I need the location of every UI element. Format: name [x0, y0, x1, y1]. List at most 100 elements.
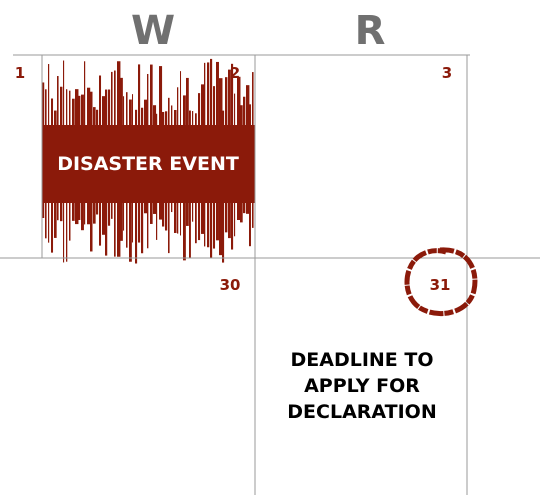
texture-bar: [156, 114, 157, 126]
texture-bar: [222, 202, 224, 263]
texture-bar: [168, 202, 170, 253]
texture-bar: [177, 202, 178, 234]
texture-bar: [57, 202, 59, 220]
texture-bar: [213, 86, 215, 126]
texture-bar: [216, 62, 219, 126]
texture-bar: [75, 89, 78, 126]
texture-bar: [132, 94, 133, 126]
texture-bar: [99, 76, 101, 126]
texture-bar: [249, 202, 251, 246]
texture-bar: [111, 202, 113, 219]
deadline-label: DEADLINE TO: [290, 349, 433, 371]
texture-bar: [72, 202, 75, 221]
texture-bar: [183, 202, 186, 260]
texture-bar: [174, 110, 177, 126]
texture-bar: [243, 202, 245, 213]
texture-bar: [138, 202, 140, 243]
texture-bar: [177, 87, 178, 126]
texture-bar: [225, 77, 227, 126]
event-label: DISASTER EVENT: [57, 153, 239, 175]
texture-bar: [213, 202, 215, 249]
texture-bar: [150, 202, 153, 224]
texture-bar: [225, 202, 227, 232]
texture-bar: [138, 64, 140, 126]
texture-bar: [93, 202, 96, 224]
texture-bar: [144, 100, 147, 126]
texture-bar: [129, 202, 132, 262]
texture-bar: [165, 111, 167, 126]
texture-bar: [141, 108, 143, 126]
texture-bar: [210, 59, 212, 126]
texture-bar: [174, 202, 177, 233]
texture-bar: [135, 202, 137, 264]
texture-bar: [78, 96, 80, 126]
texture-bar: [207, 202, 209, 247]
texture-bar: [114, 71, 116, 126]
texture-bar: [120, 202, 123, 241]
texture-bar: [147, 202, 148, 248]
texture-bar: [168, 98, 170, 126]
texture-bar: [99, 202, 101, 246]
texture-bar: [69, 91, 70, 126]
day-number: 3: [442, 64, 452, 82]
texture-bar: [186, 78, 189, 126]
texture-bar: [246, 202, 249, 214]
texture-bar: [78, 202, 80, 220]
texture-bar: [153, 202, 156, 214]
texture-bar: [51, 99, 53, 126]
texture-bar: [195, 202, 197, 243]
texture-bar: [126, 202, 128, 248]
texture-bar: [180, 202, 181, 235]
texture-bar: [153, 105, 156, 126]
texture-bar: [96, 110, 98, 126]
texture-bar: [117, 202, 120, 257]
texture-bar: [117, 61, 120, 126]
texture-bar: [141, 202, 143, 253]
texture-bar: [204, 63, 205, 126]
texture-bar: [252, 72, 254, 126]
texture-bar: [204, 202, 205, 246]
texture-bar: [210, 202, 212, 258]
texture-bar: [150, 65, 153, 126]
texture-bar: [114, 202, 116, 257]
texture-bar: [63, 202, 64, 262]
texture-bar: [201, 202, 204, 234]
texture-bar: [66, 89, 67, 126]
texture-bar: [81, 202, 84, 230]
texture-bar: [240, 202, 243, 222]
texture-bar: [180, 71, 181, 126]
texture-bar: [246, 85, 249, 126]
texture-bar: [84, 61, 85, 126]
texture-bar: [63, 61, 64, 126]
texture-bar: [93, 107, 96, 126]
texture-bar: [72, 99, 75, 126]
texture-bar: [228, 202, 231, 238]
texture-bar: [120, 78, 123, 126]
texture-bar: [60, 87, 62, 126]
texture-bar: [234, 94, 235, 126]
texture-bar: [159, 66, 162, 126]
texture-bar: [132, 202, 133, 242]
texture-bar: [57, 76, 59, 126]
texture-bar: [198, 93, 200, 126]
texture-bar: [48, 64, 49, 126]
texture-bar: [60, 202, 62, 221]
texture-bar: [144, 202, 147, 213]
texture-bar: [147, 74, 148, 126]
texture-bar: [135, 110, 137, 126]
texture-bar: [108, 202, 110, 226]
column-header: R: [355, 8, 386, 54]
texture-bar: [87, 88, 90, 126]
texture-bar: [201, 84, 204, 126]
texture-bar: [216, 202, 219, 240]
texture-bar: [69, 202, 70, 241]
texture-bar: [111, 72, 113, 126]
texture-bar: [129, 100, 132, 126]
texture-bar: [237, 202, 240, 220]
texture-bar: [198, 202, 200, 240]
texture-bar: [75, 202, 78, 224]
texture-bar: [81, 95, 84, 126]
texture-bar: [54, 202, 57, 238]
texture-bar: [126, 92, 128, 126]
texture-bar: [102, 96, 105, 126]
